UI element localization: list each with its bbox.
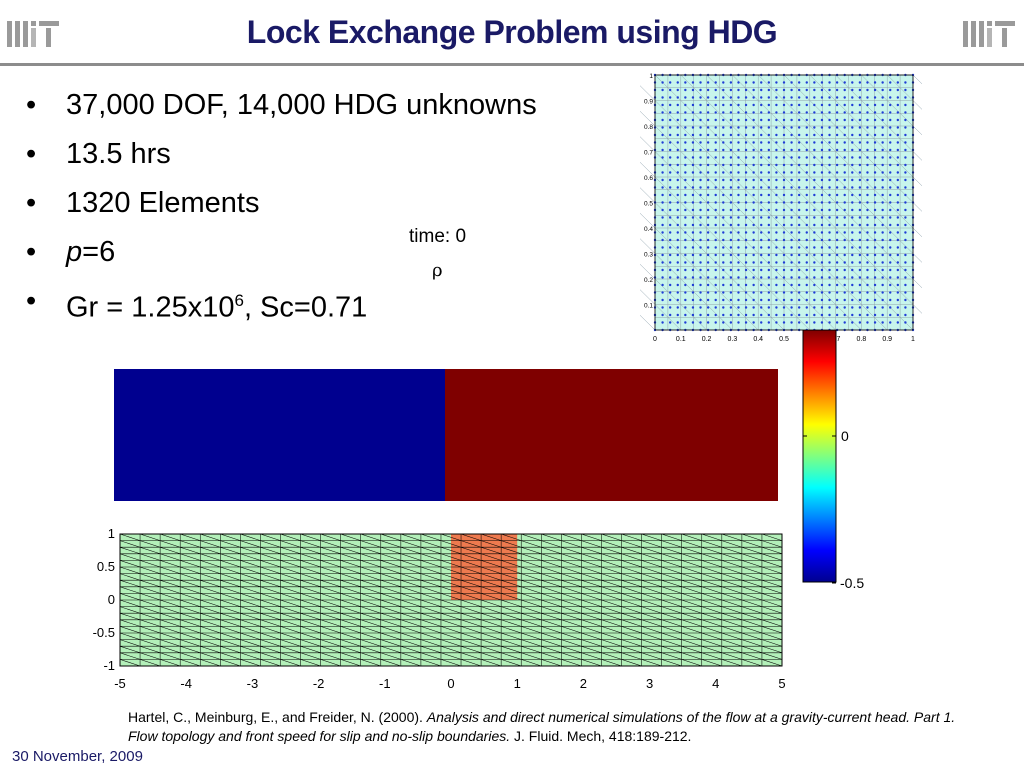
field-region-right <box>445 369 778 501</box>
field-region-left <box>114 369 445 501</box>
x-tick-label: 1 <box>911 336 915 343</box>
mesh-edges <box>119 533 783 667</box>
x-tick-label: 5 <box>778 676 785 691</box>
bullet-text: =6 <box>82 236 116 268</box>
y-tick-label: 0.2 <box>644 277 653 284</box>
x-tick-label: -5 <box>114 676 126 691</box>
citation-title: Analysis and direct numerical simulation… <box>128 709 956 744</box>
mesh-frame <box>119 533 783 667</box>
colorbar-gradient <box>802 330 837 583</box>
x-tick-label: -4 <box>180 676 192 691</box>
bullet-italic: p <box>66 236 83 268</box>
bullet-text: 37,000 DOF, 14,000 HDG unknowns <box>66 89 537 121</box>
x-tick-label: 0.1 <box>676 336 686 343</box>
bullet-text: Gr = 1.25x10 <box>66 291 235 324</box>
field-label: ρ <box>432 260 443 281</box>
bullet-text: 1320 Elements <box>66 187 260 219</box>
bullet-text: , Sc=0.71 <box>243 291 368 324</box>
x-tick-label: 0 <box>653 336 657 343</box>
mit-logo-right <box>963 21 1015 47</box>
bullet-item: • p=6 <box>26 231 537 280</box>
bullet-dot: • <box>26 236 37 268</box>
node-plot-edges <box>640 74 922 331</box>
mesh-plot: -5 -4 -3 -2 -1 0 1 2 3 4 5 1 0.5 0 -0.5 -1 <box>93 526 786 691</box>
y-tick-label: 1 <box>108 526 115 541</box>
bullet-dot: • <box>26 285 37 317</box>
x-tick-label: 1 <box>514 676 521 691</box>
y-tick-label: 0.4 <box>644 226 653 233</box>
x-tick-label: 0.4 <box>753 336 763 343</box>
colorbar-tick-label: 0 <box>841 428 849 444</box>
y-tick-label: 0.3 <box>644 252 653 259</box>
mit-logo-left <box>7 21 59 47</box>
x-tick-label: 0 <box>447 676 454 691</box>
x-tick-label: 3 <box>646 676 653 691</box>
bullet-item: • 13.5 hrs <box>26 133 537 182</box>
y-tick-label: 0.6 <box>644 175 653 182</box>
citation-authors: Hartel, C., Meinburg, E., and Freider, N… <box>128 709 427 725</box>
density-field <box>114 369 778 501</box>
bullet-dot: • <box>26 187 37 219</box>
x-tick-label: -1 <box>379 676 391 691</box>
bullet-text: 13.5 hrs <box>66 138 171 170</box>
slide-date: 30 November, 2009 <box>12 748 143 765</box>
bullet-item: • 1320 Elements <box>26 182 537 231</box>
citation-journal: J. Fluid. Mech, 418:189-212. <box>510 728 692 744</box>
node-plot-frame <box>654 74 914 331</box>
x-tick-label: 0.2 <box>702 336 712 343</box>
y-tick-label: -0.5 <box>93 625 115 640</box>
bullet-dot: • <box>26 138 37 170</box>
node-points <box>653 73 915 332</box>
bullet-list: • 37,000 DOF, 14,000 HDG unknowns • 13.5 h… <box>26 84 537 329</box>
x-tick-label: 2 <box>580 676 587 691</box>
y-tick-label: 0.7 <box>644 150 653 157</box>
colorbar: 0 -0.5 <box>802 330 864 591</box>
bullet-item: • Gr = 1.25x106, Sc=0.71 <box>26 280 537 329</box>
y-tick-label: 0.8 <box>644 124 653 131</box>
y-tick-label: 0.9 <box>644 99 653 106</box>
citation: Hartel, C., Meinburg, E., and Freider, N… <box>128 708 988 746</box>
x-tick-label: -3 <box>247 676 259 691</box>
y-tick-label: 0.5 <box>97 559 115 574</box>
y-tick-label: -1 <box>103 658 115 673</box>
colorbar-tick-label: -0.5 <box>840 575 864 591</box>
x-tick-label: 0.8 <box>857 336 867 343</box>
y-tick-label: 0.5 <box>644 201 653 208</box>
bullet-item: • 37,000 DOF, 14,000 HDG unknowns <box>26 84 537 133</box>
bullet-dot: • <box>26 89 37 121</box>
x-tick-label: 0.5 <box>779 336 789 343</box>
y-tick-label: 0 <box>108 592 115 607</box>
y-tick-label: 1 <box>649 73 653 80</box>
x-tick-label: 4 <box>712 676 719 691</box>
x-tick-label: -2 <box>313 676 325 691</box>
x-tick-label: 0.9 <box>882 336 892 343</box>
reference-node-plot: 0 0.1 0.2 0.3 0.4 0.5 0.6 0.7 0.8 0.9 1 0.1 0.2 0.3 0.… <box>640 73 922 343</box>
bullet-sup: 6 <box>234 291 244 310</box>
title-divider <box>0 63 1024 66</box>
y-tick-label: 0.1 <box>644 303 653 310</box>
x-tick-label: 0.3 <box>728 336 738 343</box>
time-label: time: 0 <box>409 226 467 247</box>
slide-title: Lock Exchange Problem using HDG <box>246 14 778 50</box>
